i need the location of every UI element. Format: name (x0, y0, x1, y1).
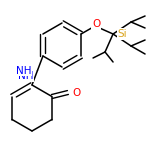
Text: NH: NH (16, 66, 32, 75)
Text: Si: Si (117, 29, 127, 39)
Text: O: O (92, 19, 100, 29)
Text: NH: NH (18, 71, 34, 81)
Text: O: O (72, 87, 80, 98)
